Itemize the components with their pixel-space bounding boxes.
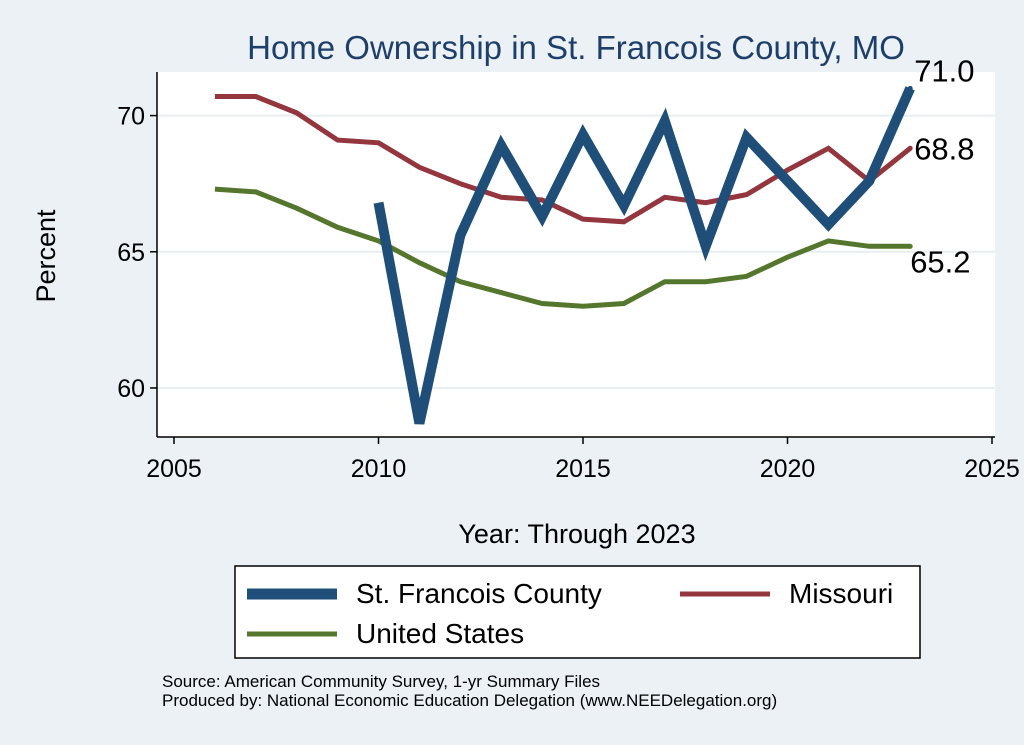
legend-label-united-states: United States [356, 618, 524, 649]
produced-by-line: Produced by: National Economic Education… [162, 691, 778, 710]
x-tick-label-2005: 2005 [146, 455, 202, 483]
end-label-missouri: 68.8 [914, 131, 974, 166]
chart-title: Home Ownership in St. Francois County, M… [247, 29, 905, 66]
source-line: Source: American Community Survey, 1-yr … [162, 672, 601, 691]
end-labels: 71.0 68.8 65.2 [910, 53, 974, 279]
series-line-united-states [214, 186, 911, 309]
end-marker-united-states [907, 243, 913, 249]
series-line-missouri [214, 94, 912, 225]
plot-area [157, 72, 995, 437]
end-label-united-states: 65.2 [910, 244, 970, 279]
y-tick-label-60: 60 [117, 375, 145, 403]
y-axis-title: Percent [31, 209, 61, 303]
source-note: Source: American Community Survey, 1-yr … [162, 672, 777, 710]
x-axis-ticks: 2005 2010 2015 2020 2025 [146, 437, 1020, 483]
legend-box [234, 565, 921, 659]
x-tick-label-2015: 2015 [555, 455, 611, 483]
series-line-st-francois-county [373, 86, 915, 425]
x-tick-label-2025: 2025 [964, 455, 1020, 483]
y-tick-label-65: 65 [117, 239, 145, 267]
legend-label-missouri: Missouri [789, 578, 893, 609]
x-tick-label-2020: 2020 [760, 455, 816, 483]
legend-label-st-francois: St. Francois County [356, 578, 602, 609]
x-tick-label-2010: 2010 [351, 455, 407, 483]
legend: St. Francois County Missouri United Stat… [234, 565, 921, 659]
series-lines [214, 85, 915, 425]
end-label-st-francois-county: 71.0 [914, 53, 974, 88]
end-marker-st-francois-county [907, 85, 913, 91]
end-marker-missouri [907, 145, 913, 151]
x-axis-title: Year: Through 2023 [458, 519, 695, 549]
y-axis-ticks: 60 65 70 [117, 103, 157, 403]
y-tick-label-70: 70 [117, 103, 145, 131]
